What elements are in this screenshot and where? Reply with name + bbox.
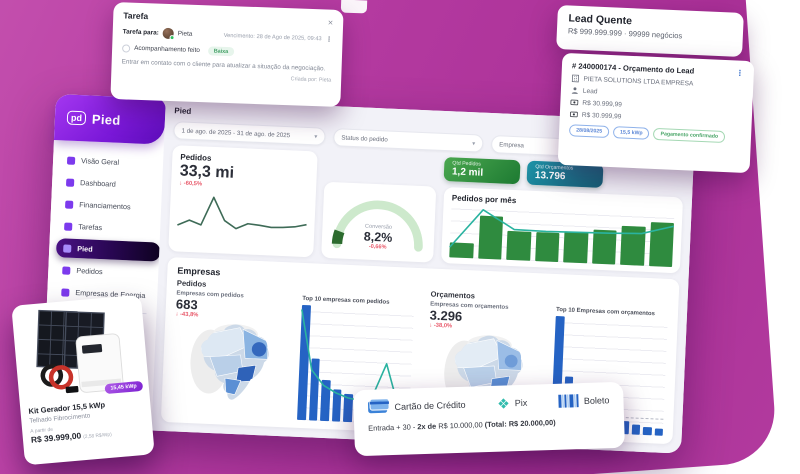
payment-method-label: Pix bbox=[514, 397, 528, 408]
task-assignee-name: Pieta bbox=[177, 30, 193, 38]
task-checkbox[interactable] bbox=[122, 43, 131, 53]
task-checkbox-label: Acompanhamento feito bbox=[134, 44, 200, 55]
quote-contact: Lead bbox=[582, 87, 598, 95]
sidebar-item-dashboard[interactable]: Dashboard bbox=[59, 172, 156, 195]
lead-quote-card[interactable]: # 240000174 - Orçamento do Lead ⋮ PIETA … bbox=[557, 52, 755, 174]
task-assignee-label: Tarefa para: bbox=[122, 28, 159, 37]
chevron-down-icon: ▾ bbox=[472, 140, 476, 147]
product-card[interactable]: 15,45 kWp Kit Gerador 15,5 kWp Telhado F… bbox=[11, 294, 155, 466]
payment-card: Cartão de Crédito ❖ Pix Boleto Entrada +… bbox=[353, 381, 625, 457]
payment-method-pix[interactable]: ❖ Pix bbox=[496, 394, 528, 412]
payment-method-credit-card[interactable]: Cartão de Crédito bbox=[367, 396, 466, 416]
monthly-orders-chart bbox=[449, 206, 674, 268]
quote-amount-2: R$ 30.999,99 bbox=[581, 111, 622, 120]
gauge-arc bbox=[331, 199, 424, 252]
building-icon bbox=[571, 74, 579, 83]
date-range-select[interactable]: 1 de ago. de 2025 - 31 de ago. de 2025 ▾ bbox=[173, 121, 326, 146]
product-image: 15,45 kWp bbox=[20, 301, 144, 403]
sidebar-item-label: Tarefas bbox=[78, 222, 103, 233]
sidebar-item-tarefas[interactable]: Tarefas bbox=[57, 216, 154, 239]
close-icon[interactable]: × bbox=[327, 17, 334, 28]
sidebar-item-label: Financiamentos bbox=[79, 200, 131, 212]
tasks-icon bbox=[64, 221, 73, 231]
sidebar-item-label: Visão Geral bbox=[80, 156, 120, 167]
kpi-row: Pedidos 33,3 mi ↓ -60,5% Qtd Pedidos 1,2… bbox=[168, 145, 684, 274]
sidebar-item-label: Pedidos bbox=[76, 266, 103, 277]
person-icon bbox=[571, 86, 579, 94]
app-logo[interactable]: pd Pied bbox=[53, 94, 166, 145]
installments-line: Entrada + 30 - 2x de R$ 10.000,00 (Total… bbox=[366, 416, 612, 433]
quote-title: # 240000174 - Orçamento do Lead bbox=[571, 61, 695, 76]
order-status-value: Status do pedido bbox=[341, 133, 388, 144]
quote-date-badge: 28/08/2025 bbox=[568, 124, 610, 138]
money-icon bbox=[570, 98, 579, 106]
priority-badge: Baixa bbox=[207, 46, 235, 57]
credit-card-icon bbox=[367, 398, 390, 416]
quote-company: PIETA SOLUTIONS LTDA EMPRESA bbox=[583, 75, 694, 88]
kpi-middle-column: Qtd Pedidos 1,2 mil Qtd Orçamentos 13.79… bbox=[321, 152, 684, 274]
orders-kpi-card: Pedidos 33,3 mi ↓ -60,5% bbox=[168, 145, 318, 258]
sidebar-item-visao-geral[interactable]: Visão Geral bbox=[60, 150, 157, 173]
card-peek bbox=[340, 0, 368, 14]
financing-icon bbox=[65, 200, 74, 209]
companies-orders-half: Pedidos Empresas com pedidos 683 ↓ -43,8… bbox=[171, 278, 415, 425]
overview-icon bbox=[66, 156, 76, 165]
task-title: Tarefa bbox=[123, 10, 149, 22]
sidebar-item-label: Dashboard bbox=[79, 178, 117, 189]
sidebar-item-pied[interactable]: Pied bbox=[55, 238, 161, 262]
pix-icon: ❖ bbox=[496, 394, 511, 412]
dashboard-icon bbox=[65, 178, 75, 187]
payment-method-boleto[interactable]: Boleto bbox=[558, 393, 610, 408]
quote-amount-1: R$ 30.999,99 bbox=[582, 99, 623, 109]
hot-lead-card[interactable]: Lead Quente R$ 999.999.999 · 99999 negóc… bbox=[556, 4, 744, 58]
monthly-orders-card: Pedidos por mês bbox=[440, 187, 684, 274]
sidebar-item-pedidos[interactable]: Pedidos bbox=[55, 260, 152, 283]
installments-total: (Total: R$ 20.000,00) bbox=[484, 417, 556, 430]
chevron-down-icon: ▾ bbox=[314, 133, 318, 140]
pied-icon bbox=[63, 243, 72, 253]
barcode-icon bbox=[558, 394, 580, 408]
quote-kwp-badge: 15,5 kWp bbox=[612, 126, 650, 140]
order-status-select[interactable]: Status do pedido ▾ bbox=[332, 128, 484, 153]
conversion-gauge-card: Conversão 8,2% -0,66% bbox=[321, 181, 437, 263]
logo-monogram: pd bbox=[66, 110, 87, 126]
orders-sparkline-chart bbox=[177, 190, 308, 250]
task-card: Tarefa × Tarefa para: Pieta Vencimento: … bbox=[110, 2, 344, 107]
avatar bbox=[162, 27, 174, 40]
installments-prefix: Entrada + 30 - bbox=[368, 422, 418, 433]
product-price-note: (2,58 R$/Wp) bbox=[83, 432, 112, 441]
solar-kit-illustration bbox=[36, 309, 124, 394]
payment-method-label: Boleto bbox=[583, 394, 610, 406]
kebab-menu-icon[interactable]: ⋮ bbox=[735, 68, 745, 78]
kebab-menu-icon[interactable]: ⋮ bbox=[325, 35, 333, 44]
date-range-value: 1 de ago. de 2025 - 31 de ago. de 2025 bbox=[181, 127, 291, 139]
company-value: Empresa bbox=[499, 140, 525, 149]
brazil-map-orders[interactable] bbox=[172, 318, 290, 407]
energy-companies-icon bbox=[61, 287, 70, 297]
orders-icon bbox=[62, 265, 71, 275]
payment-method-label: Cartão de Crédito bbox=[394, 399, 466, 412]
orders-count-badge: Qtd Pedidos 1,2 mil bbox=[443, 157, 521, 185]
money-icon bbox=[569, 110, 578, 118]
installments-multiplier: 2x de bbox=[417, 421, 437, 432]
payment-confirmed-badge: Pagamento confirmado bbox=[653, 127, 726, 144]
task-due-date: Vencimento: 28 de Ago de 2025, 09:43 bbox=[223, 32, 322, 42]
logo-text: Pied bbox=[91, 111, 121, 128]
gauge-and-monthly-row: Conversão 8,2% -0,66% Pedidos por mês bbox=[321, 181, 684, 274]
installments-amount: R$ 10.000,00 bbox=[436, 420, 485, 431]
sidebar-item-financiamentos[interactable]: Financiamentos bbox=[58, 194, 155, 217]
sidebar-item-label: Pied bbox=[77, 244, 93, 254]
